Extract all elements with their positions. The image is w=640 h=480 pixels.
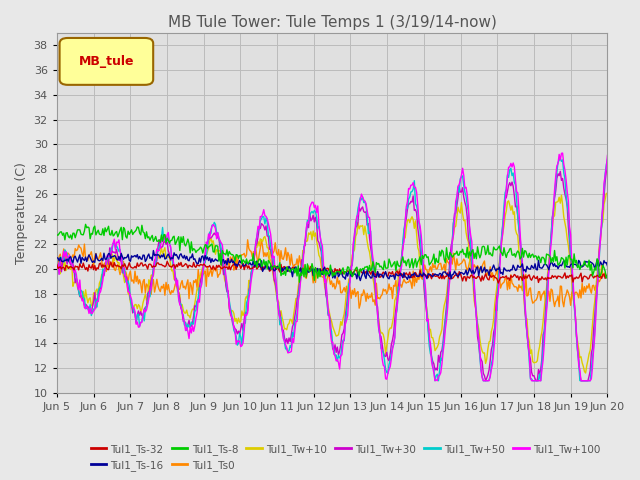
Legend: Tul1_Ts-32, Tul1_Ts-16, Tul1_Ts-8, Tul1_Ts0, Tul1_Tw+10, Tul1_Tw+30, Tul1_Tw+50,: Tul1_Ts-32, Tul1_Ts-16, Tul1_Ts-8, Tul1_…: [86, 439, 605, 475]
Text: MB_tule: MB_tule: [79, 55, 134, 68]
Title: MB Tule Tower: Tule Temps 1 (3/19/14-now): MB Tule Tower: Tule Temps 1 (3/19/14-now…: [168, 15, 497, 30]
Y-axis label: Temperature (C): Temperature (C): [15, 162, 28, 264]
FancyBboxPatch shape: [60, 38, 153, 85]
